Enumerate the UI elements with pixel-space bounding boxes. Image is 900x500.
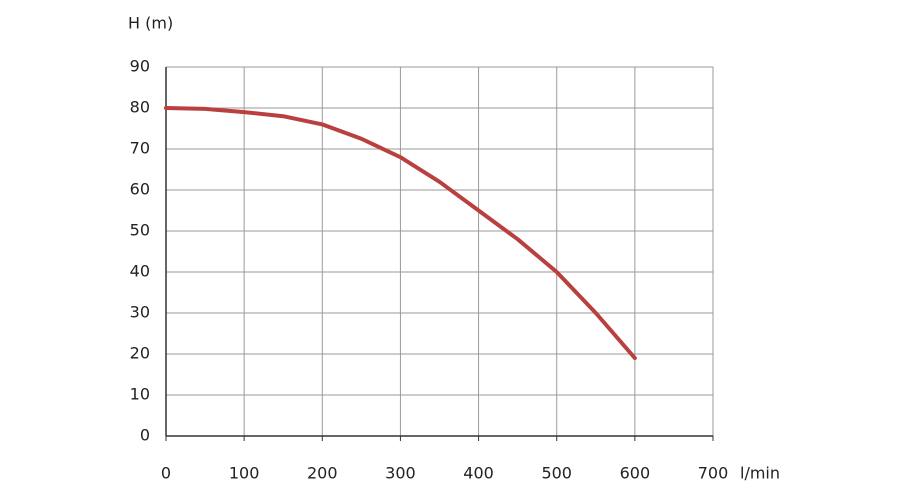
- y-tick-label: 20: [130, 344, 150, 363]
- curve: [164, 106, 637, 361]
- x-tick-label: 100: [229, 464, 260, 483]
- y-tick-label: 10: [130, 385, 150, 404]
- y-tick-label: 50: [130, 221, 150, 240]
- y-tick-label: 90: [130, 57, 150, 76]
- x-axis-label: l/min: [740, 464, 780, 483]
- y-tick-label: 70: [130, 139, 150, 158]
- y-tick-label: 60: [130, 180, 150, 199]
- x-tick-label: 700: [698, 464, 729, 483]
- x-tick-label: 400: [463, 464, 494, 483]
- x-tick-label: 500: [541, 464, 572, 483]
- y-tick-label: 30: [130, 303, 150, 322]
- x-tick-label: 0: [161, 464, 171, 483]
- y-tick-label: 40: [130, 262, 150, 281]
- x-tick-label: 300: [385, 464, 416, 483]
- y-tick-label: 0: [140, 426, 150, 445]
- x-tick-label: 200: [307, 464, 338, 483]
- y-tick-label: 80: [130, 98, 150, 117]
- y-axis-label: H (m): [128, 14, 173, 33]
- x-tick-label: 600: [620, 464, 651, 483]
